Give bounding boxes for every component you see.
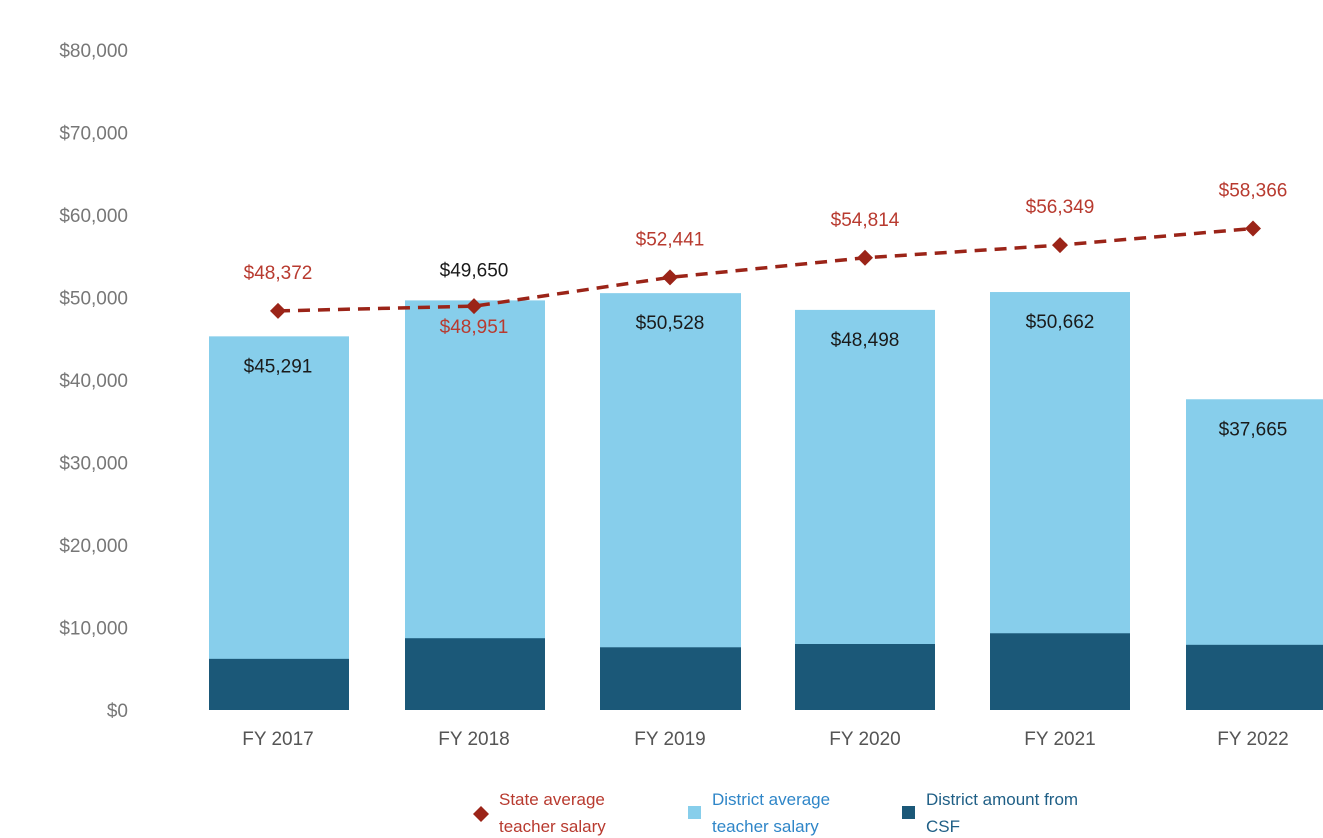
state-salary-marker: [1052, 237, 1068, 254]
csf-bar: [209, 658, 349, 710]
csf-bar: [990, 633, 1130, 710]
state-salary-marker: [857, 249, 873, 266]
x-tick-label: FY 2018: [438, 729, 509, 750]
legend-square-icon: [688, 806, 701, 819]
y-tick-label: $0: [107, 701, 128, 722]
bar-value-label: $49,650: [440, 260, 509, 281]
x-tick-label: FY 2022: [1217, 729, 1288, 750]
legend: State average teacher salary District aver…: [473, 790, 1078, 836]
y-tick-label: $30,000: [59, 454, 128, 475]
legend-label: teacher salary: [712, 817, 819, 836]
y-axis-ticks: $0 $10,000 $20,000 $30,000 $40,000 $50,000 $60…: [59, 41, 128, 722]
y-tick-label: $60,000: [59, 206, 128, 227]
legend-label: District amount from: [926, 790, 1078, 809]
bar-value-label: $50,528: [636, 313, 705, 334]
state-salary-labels: $48,372 $48,951 $52,441 $54,814 $56,349 $58,3…: [244, 180, 1288, 338]
bar-value-label: $37,665: [1219, 419, 1288, 440]
legend-square-icon: [902, 806, 915, 819]
y-tick-label: $50,000: [59, 289, 128, 310]
state-value-label: $56,349: [1026, 197, 1095, 218]
district-salary-bar: [600, 293, 741, 710]
bar-value-label: $48,498: [831, 330, 900, 351]
state-value-label: $52,441: [636, 229, 705, 250]
x-tick-label: FY 2019: [634, 729, 705, 750]
csf-bars: [209, 633, 1323, 710]
csf-bar: [1186, 644, 1323, 710]
bar-value-label: $50,662: [1026, 312, 1095, 333]
x-axis-ticks: FY 2017 FY 2018 FY 2019 FY 2020 FY 2021 FY 20…: [242, 729, 1288, 750]
state-salary-line: [270, 220, 1261, 319]
csf-bar: [600, 647, 741, 710]
x-tick-label: FY 2017: [242, 729, 313, 750]
bar-value-label: $45,291: [244, 356, 313, 377]
legend-label: CSF: [926, 817, 960, 836]
legend-label: State average: [499, 790, 605, 809]
bar-value-labels: $45,291 $49,650 $50,528 $48,498 $50,662 $37,6…: [244, 260, 1288, 440]
state-salary-marker: [270, 302, 286, 319]
x-tick-label: FY 2020: [829, 729, 900, 750]
state-salary-marker: [662, 269, 678, 286]
district-salary-bar: [209, 336, 349, 710]
state-value-label: $54,814: [831, 210, 900, 231]
state-value-label: $48,951: [440, 317, 509, 338]
y-tick-label: $20,000: [59, 536, 128, 557]
x-tick-label: FY 2021: [1024, 729, 1095, 750]
csf-bar: [795, 644, 935, 710]
legend-label: District average: [712, 790, 830, 809]
y-tick-label: $40,000: [59, 371, 128, 392]
y-tick-label: $80,000: [59, 41, 128, 62]
state-salary-marker: [466, 298, 482, 315]
legend-label: teacher salary: [499, 817, 606, 836]
state-value-label: $48,372: [244, 263, 313, 284]
state-value-label: $58,366: [1219, 180, 1288, 201]
legend-diamond-icon: [473, 806, 489, 822]
y-tick-label: $70,000: [59, 124, 128, 145]
y-tick-label: $10,000: [59, 619, 128, 640]
csf-bar: [405, 638, 545, 710]
district-salary-bars: [209, 292, 1323, 710]
state-salary-marker: [1245, 220, 1261, 237]
district-salary-bar: [795, 309, 935, 710]
state-salary-dashed-line: [277, 226, 1254, 313]
